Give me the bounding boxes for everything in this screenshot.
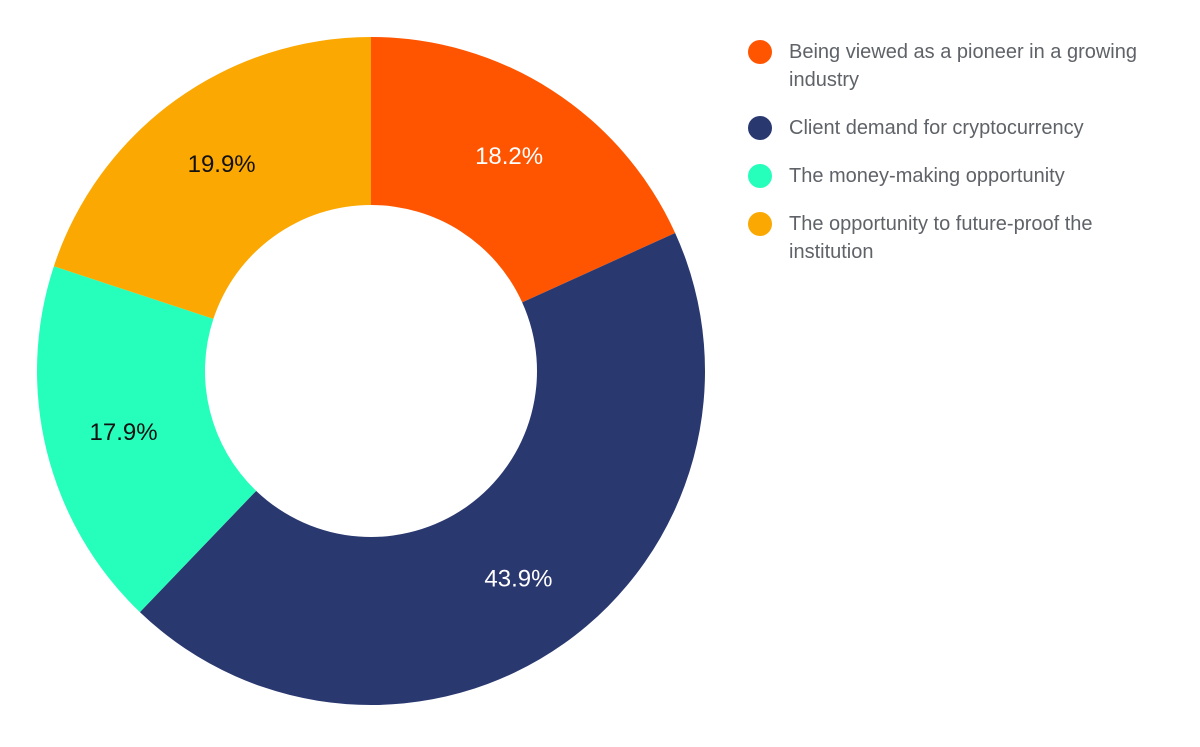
slice-money-making (37, 266, 257, 613)
legend-label-money-making: The money-making opportunity (789, 165, 1065, 187)
chart-legend: Being viewed as a pioneer in a growing i… (748, 38, 1168, 286)
legend-swatch-client-demand (748, 116, 772, 140)
legend-label-future-proof: The opportunity to future-proof the inst… (789, 213, 1093, 263)
slice-label-client-demand: 43.9% (484, 566, 552, 593)
legend-item-pioneer: Being viewed as a pioneer in a growing i… (748, 38, 1168, 94)
donut-slice-labels: 18.2% 43.9% 17.9% 19.9% (90, 143, 553, 592)
legend-item-future-proof: The opportunity to future-proof the inst… (748, 210, 1168, 266)
slice-client-demand (139, 232, 706, 706)
legend-swatch-pioneer (748, 40, 772, 64)
legend-swatch-money-making (748, 164, 772, 188)
legend-item-money-making: The money-making opportunity (748, 162, 1168, 190)
slice-label-pioneer: 18.2% (475, 143, 543, 170)
legend-item-client-demand: Client demand for cryptocurrency (748, 114, 1168, 142)
legend-label-client-demand: Client demand for cryptocurrency (789, 117, 1084, 139)
slice-future-proof (53, 37, 372, 319)
legend-swatch-future-proof (748, 212, 772, 236)
slice-label-money-making: 17.9% (90, 419, 158, 446)
slice-pioneer (371, 37, 676, 303)
donut-slices (37, 37, 706, 706)
legend-label-pioneer: Being viewed as a pioneer in a growing i… (789, 41, 1137, 91)
slice-label-future-proof: 19.9% (188, 151, 256, 178)
